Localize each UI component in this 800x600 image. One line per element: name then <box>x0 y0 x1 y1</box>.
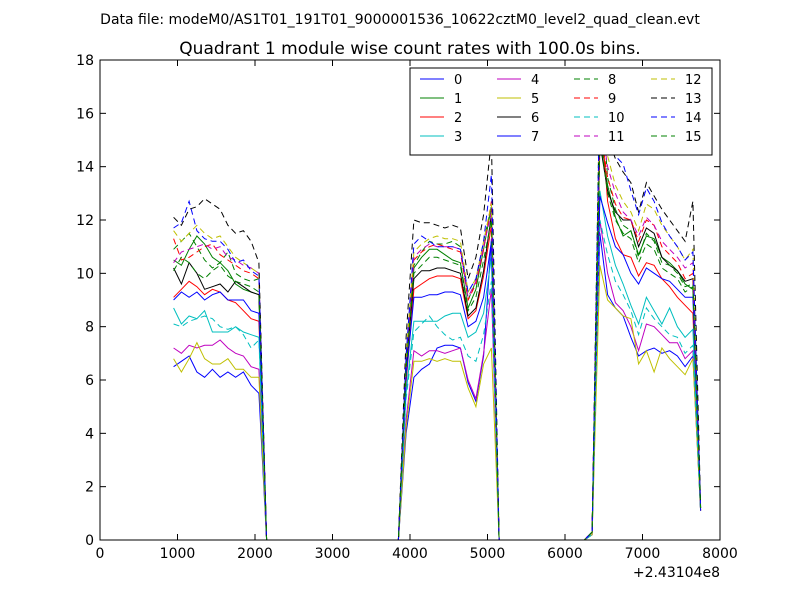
y-tick-label: 8 <box>85 320 94 336</box>
chart-title: Quadrant 1 module wise count rates with … <box>179 39 640 59</box>
y-tick-label: 16 <box>76 106 94 122</box>
legend-label-5: 5 <box>531 92 539 107</box>
series-13-line <box>173 91 702 541</box>
legend-label-3: 3 <box>454 130 462 145</box>
y-tick-label: 0 <box>85 533 94 549</box>
x-offset-label: +2.43104e8 <box>633 565 720 581</box>
y-tick-label: 14 <box>76 160 94 176</box>
series-12-line <box>173 126 702 541</box>
legend-label-11: 11 <box>608 130 625 145</box>
axis-ticks: 0 1000 2000 3000 4000 5000 6000 7000 80000246810… <box>76 53 738 562</box>
y-tick-label: 2 <box>85 480 94 496</box>
legend-label-6: 6 <box>531 111 539 126</box>
x-tick-label: 0 <box>96 546 105 562</box>
x-tick-label: 8000 <box>702 546 738 562</box>
legend-label-7: 7 <box>531 130 539 145</box>
x-tick-label: 5000 <box>470 546 506 562</box>
x-tick-label: 6000 <box>547 546 583 562</box>
x-tick-label: 4000 <box>392 546 428 562</box>
legend-label-14: 14 <box>685 111 702 126</box>
legend-label-4: 4 <box>531 73 539 88</box>
legend-label-8: 8 <box>608 73 616 88</box>
x-tick-label: 7000 <box>625 546 661 562</box>
y-tick-label: 10 <box>76 266 94 282</box>
y-tick-label: 4 <box>85 426 94 442</box>
legend-label-15: 15 <box>685 130 702 145</box>
series-15-line <box>173 134 702 541</box>
legend-label-9: 9 <box>608 92 616 107</box>
legend-label-12: 12 <box>685 73 702 88</box>
legend-label-13: 13 <box>685 92 702 107</box>
legend-label-2: 2 <box>454 111 462 126</box>
series-5-line <box>173 265 702 541</box>
y-tick-label: 6 <box>85 373 94 389</box>
legend-box <box>409 67 713 156</box>
x-tick-label: 1000 <box>160 546 196 562</box>
legend-label-1: 1 <box>454 92 462 107</box>
x-tick-label: 3000 <box>315 546 351 562</box>
y-tick-label: 12 <box>76 213 94 229</box>
legend-label-10: 10 <box>608 111 625 126</box>
x-tick-label: 2000 <box>237 546 273 562</box>
series-10-line <box>173 219 702 541</box>
y-tick-label: 18 <box>76 53 94 69</box>
legend-label-0: 0 <box>454 73 462 88</box>
series-0-line <box>173 233 702 541</box>
figure-suptitle: Data file: modeM0/AS1T01_191T01_90000015… <box>100 12 700 28</box>
